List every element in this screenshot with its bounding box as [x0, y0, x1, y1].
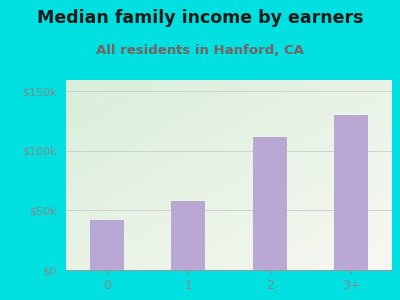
Text: Median family income by earners: Median family income by earners	[37, 9, 363, 27]
Bar	[253, 137, 287, 270]
Bar	[334, 115, 368, 270]
Bar	[90, 220, 124, 270]
Bar	[171, 201, 205, 270]
Text: All residents in Hanford, CA: All residents in Hanford, CA	[96, 44, 304, 56]
